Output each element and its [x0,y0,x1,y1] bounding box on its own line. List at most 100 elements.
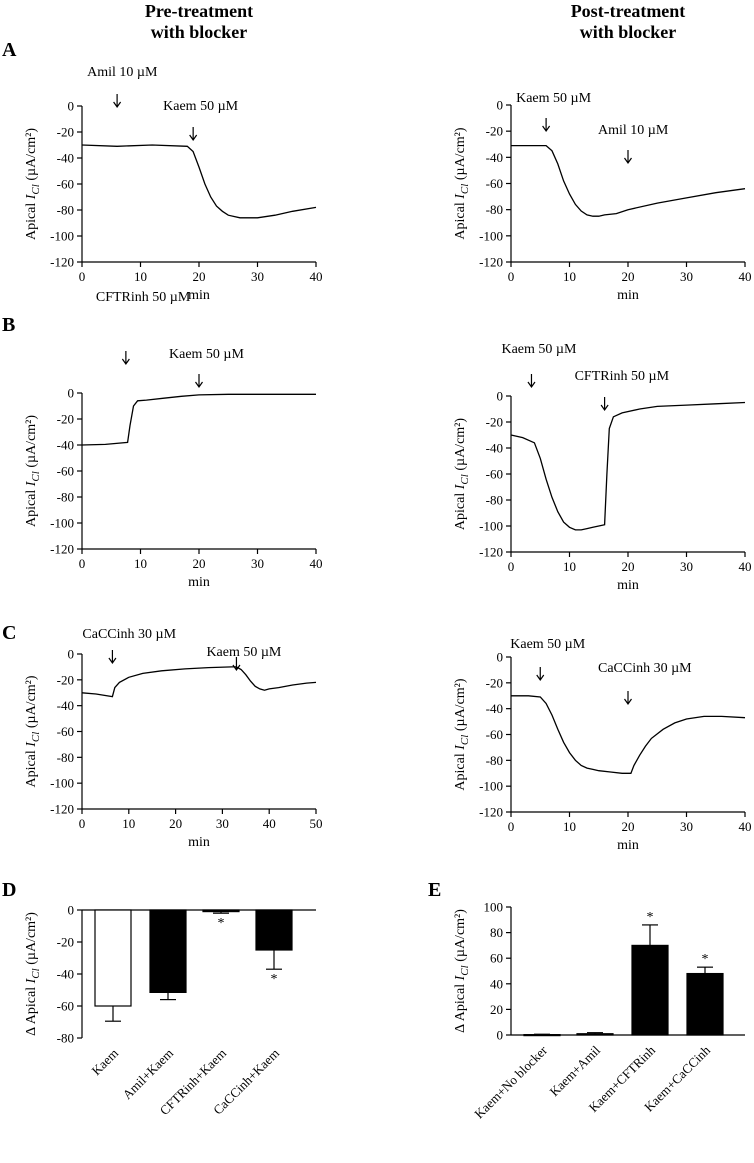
x-tick-label: 0 [79,556,86,571]
annotation-arrow [527,374,536,389]
y-tick-label: -100 [479,779,503,794]
x-tick-label: 30 [251,556,264,571]
y-tick-label: -120 [50,542,74,557]
y-tick-label: -80 [57,203,74,218]
chart-a-posttreatment: 0 -20 -40 -60 -80 -100 -120 0 10 20 30 40 min Apical … [453,91,752,303]
bar [94,909,132,1007]
y-axis-label: Apical ICl (µA/cm²) [453,127,471,239]
x-tick-label: 10 [563,269,576,284]
y-tick-label: -80 [486,753,503,768]
x-tick-label: 30 [680,269,693,284]
annotation-arrow [536,667,545,682]
bar [576,1033,614,1036]
y-tick-label: 0 [68,903,75,918]
chart-d-bar: 0 -20 -40 -60 -80 Δ Apical ICl (µA/cm²) KaemAm… [24,903,316,1118]
x-tick-label: 10 [563,819,576,834]
chart-a-pretreatment: 0 -20 -40 -60 -80 -100 -120 0 10 20 30 40 min Apical … [24,65,323,303]
y-tick-label: -100 [479,519,503,534]
bar [686,972,724,1036]
annotation-label: CFTRinh 50 µM [96,290,191,305]
y-tick-label: -60 [57,999,74,1014]
x-axis-label: min [188,835,210,850]
y-tick-label: -100 [50,776,74,791]
y-tick-label: -80 [486,202,503,217]
x-tick-label: 30 [251,269,264,284]
y-tick-label: -60 [57,464,74,479]
x-tick-label: 30 [680,559,693,574]
y-tick-label: -40 [57,967,74,982]
x-axis-label: min [188,575,210,590]
x-tick-label: 30 [680,819,693,834]
panel-label-b: B [2,314,15,336]
annotation-arrow [600,397,609,412]
y-tick-label: -20 [486,415,503,430]
header-left-line1: Pre-treatment [145,1,253,21]
annotation-label: Kaem 50 µM [169,347,244,362]
y-tick-label: -40 [57,151,74,166]
y-tick-label: 40 [490,976,503,991]
y-tick-label: 0 [497,650,504,665]
y-tick-label: 60 [490,951,503,966]
x-tick-label: 20 [622,819,635,834]
data-trace [81,666,317,698]
y-tick-label: 0 [497,98,504,113]
annotation-arrow [542,118,551,133]
y-tick-label: -40 [486,701,503,716]
annotation-label: Kaem 50 µM [206,645,281,660]
bar [523,1034,561,1037]
y-tick-label: -20 [486,124,503,139]
y-axis-label: Δ Apical ICl (µA/cm²) [24,912,42,1036]
y-tick-label: 0 [497,1028,504,1043]
x-tick-label: 0 [79,269,86,284]
y-axis-label: Apical ICl (µA/cm²) [24,128,42,240]
x-tick-label: 40 [739,269,752,284]
y-tick-label: -120 [50,802,74,817]
annotation-label: CaCCinh 30 µM [82,627,176,642]
header-left-line2: with blocker [151,22,248,42]
annotation-arrow [108,650,117,665]
annotation-arrow [232,657,241,672]
y-tick-label: -100 [479,228,503,243]
y-axis-label: Apical ICl (µA/cm²) [24,415,42,527]
x-tick-label: 10 [122,816,135,831]
x-tick-label: 20 [169,816,182,831]
y-tick-label: -120 [479,545,503,560]
annotation-label: Kaem 50 µM [501,342,576,357]
y-tick-label: -100 [50,516,74,531]
x-tick-label: 10 [134,269,147,284]
y-tick-label: 0 [68,99,75,114]
y-tick-label: -20 [57,412,74,427]
bar [631,944,669,1036]
annotation-arrow [189,127,198,142]
x-tick-label: 20 [622,269,635,284]
annotation-arrow [195,374,203,389]
category-label: Kaem+No blocker [471,1042,550,1121]
y-tick-label: -20 [57,125,74,140]
annotation-label: Kaem 50 µM [163,99,238,114]
y-tick-label: 0 [68,647,75,662]
data-trace [511,144,746,217]
y-tick-label: -40 [486,441,503,456]
y-axis-label: Apical ICl (µA/cm²) [453,678,471,790]
x-tick-label: 40 [263,816,276,831]
y-tick-label: -60 [486,727,503,742]
y-tick-label: -120 [479,255,503,270]
data-trace [81,144,317,219]
significance-marker: * [218,916,225,931]
significance-marker: * [702,952,709,967]
annotation-label: Amil 10 µM [598,123,669,138]
panel-label-a: A [2,39,17,61]
data-trace [511,695,746,774]
y-tick-label: -120 [479,805,503,820]
x-tick-label: 20 [193,556,206,571]
y-tick-label: -40 [57,698,74,713]
x-tick-label: 30 [216,816,229,831]
y-tick-label: -80 [486,493,503,508]
bar [202,909,240,913]
y-tick-label: -80 [57,1031,74,1046]
y-axis-label: Apical ICl (µA/cm²) [453,418,471,530]
y-tick-label: 20 [490,1002,503,1017]
y-tick-label: 80 [490,925,503,940]
annotation-label: CFTRinh 50 µM [575,369,670,384]
y-tick-label: -60 [486,467,503,482]
